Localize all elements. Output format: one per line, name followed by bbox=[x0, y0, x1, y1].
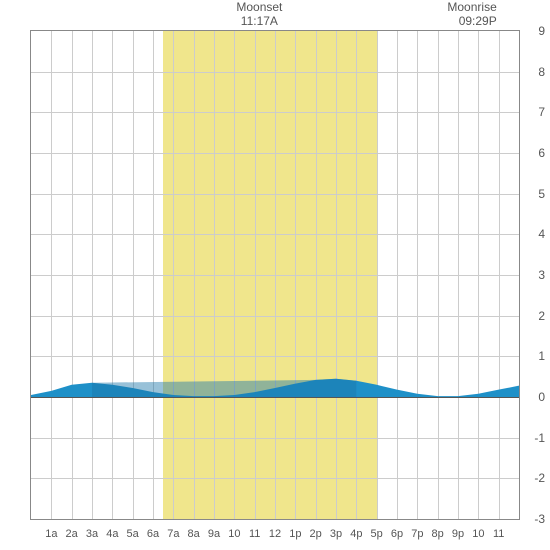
x-tick-label: 2p bbox=[310, 528, 322, 540]
x-tick-label: 7a bbox=[167, 528, 179, 540]
x-tick-label: 12 bbox=[269, 528, 281, 540]
x-tick-label: 1a bbox=[45, 528, 57, 540]
top-annotations: Moonset 11:17A Moonrise 09:29P bbox=[0, 0, 550, 30]
y-tick-label: -1 bbox=[534, 431, 545, 445]
x-tick-label: 6a bbox=[147, 528, 159, 540]
x-tick-label: 11 bbox=[493, 528, 504, 540]
tide-chart: Moonset 11:17A Moonrise 09:29P -3-2-1012… bbox=[0, 0, 550, 550]
y-axis: -3-2-10123456789 bbox=[520, 30, 545, 520]
x-tick-label: 10 bbox=[228, 528, 240, 540]
plot-area bbox=[30, 30, 520, 520]
x-tick-label: 4p bbox=[350, 528, 362, 540]
x-tick-label: 4a bbox=[106, 528, 118, 540]
y-tick-label: -3 bbox=[534, 512, 545, 526]
y-tick-label: 0 bbox=[538, 390, 545, 404]
x-tick-label: 9a bbox=[208, 528, 220, 540]
x-tick-label: 3a bbox=[86, 528, 98, 540]
moonset-label: Moonset bbox=[229, 0, 289, 14]
x-tick-label: 11 bbox=[249, 528, 260, 540]
x-tick-label: 6p bbox=[391, 528, 403, 540]
x-tick-label: 5p bbox=[371, 528, 383, 540]
x-tick-label: 8a bbox=[188, 528, 200, 540]
x-tick-label: 8p bbox=[432, 528, 444, 540]
x-tick-label: 7p bbox=[411, 528, 423, 540]
y-tick-label: 6 bbox=[538, 146, 545, 160]
moonrise-label: Moonrise bbox=[437, 0, 497, 14]
y-tick-label: 8 bbox=[538, 65, 545, 79]
x-axis: 1a 2a 3a 4a 5a 6a 7a 8a 9a 10 11 12 1p 2p 3p 4p 5p 6p 7p 8p… bbox=[30, 520, 520, 545]
tide-area bbox=[31, 31, 519, 519]
moonrise-time: 09:29P bbox=[437, 14, 497, 28]
y-tick-label: 7 bbox=[538, 105, 545, 119]
moonset-time: 11:17A bbox=[229, 14, 289, 28]
y-tick-label: 3 bbox=[538, 268, 545, 282]
x-tick-label: 3p bbox=[330, 528, 342, 540]
y-tick-label: 2 bbox=[538, 309, 545, 323]
y-tick-label: 9 bbox=[538, 24, 545, 38]
y-tick-label: -2 bbox=[534, 471, 545, 485]
moonrise-annotation: Moonrise 09:29P bbox=[437, 0, 497, 29]
y-tick-label: 5 bbox=[538, 187, 545, 201]
x-tick-label: 2a bbox=[66, 528, 78, 540]
y-tick-label: 1 bbox=[538, 349, 545, 363]
x-tick-label: 5a bbox=[127, 528, 139, 540]
x-tick-label: 1p bbox=[289, 528, 301, 540]
x-tick-label: 10 bbox=[472, 528, 484, 540]
x-tick-label: 9p bbox=[452, 528, 464, 540]
moonset-annotation: Moonset 11:17A bbox=[229, 0, 289, 29]
y-tick-label: 4 bbox=[538, 227, 545, 241]
